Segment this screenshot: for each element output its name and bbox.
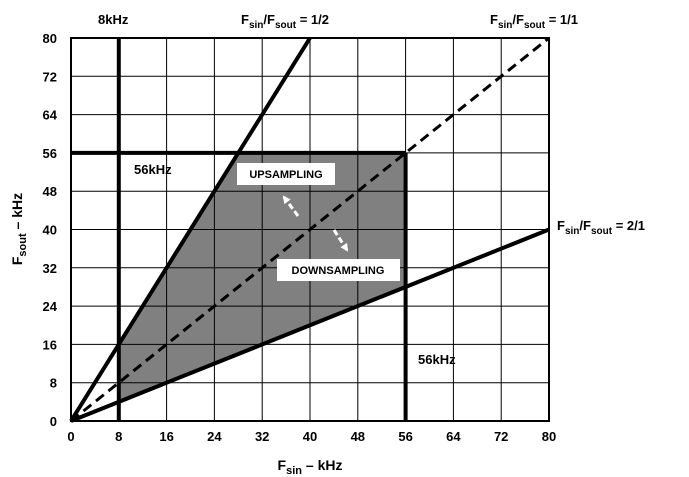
x-tick-labels: 0 8 16 24 32 40 48 56 64 72 80 [67,429,556,444]
y-tick-8: 8 [50,376,57,391]
ratio-lines [69,36,550,423]
line-ratio-one [70,36,550,423]
x-tick-48: 48 [351,429,365,444]
ratio-one-label: Fsin/Fsout = 1/1 [490,12,578,31]
y-tick-56: 56 [43,146,57,161]
x-tick-40: 40 [303,429,317,444]
upsampling-label: UPSAMPLING [249,169,322,181]
downsampling-arrow [332,229,349,252]
label-56khz-horizontal: 56kHz [134,162,172,177]
y-axis-label: Fsout – kHz [9,193,29,265]
ratio-half-label: Fsin/Fsout = 1/2 [241,12,329,31]
x-tick-24: 24 [207,429,222,444]
x-tick-64: 64 [446,429,461,444]
y-tick-labels: 0 8 16 24 32 40 48 56 64 72 80 [43,31,58,429]
plot-border [70,37,550,422]
y-tick-24: 24 [43,299,58,314]
y-tick-40: 40 [43,223,57,238]
line-ratio-half [69,36,312,423]
downsampling-label: DOWNSAMPLING [292,265,385,277]
y-tick-72: 72 [43,69,57,84]
x-tick-16: 16 [159,429,173,444]
y-tick-16: 16 [43,337,57,352]
ratio-two-label: Fsin/Fsout = 2/1 [557,218,645,237]
label-8khz-top: 8kHz [98,12,129,27]
upsampling-arrow [282,195,300,217]
x-tick-56: 56 [398,429,412,444]
downsampling-label-box [277,259,400,281]
line-ratio-two [70,227,550,423]
y-tick-48: 48 [43,184,57,199]
y-tick-64: 64 [43,108,58,123]
label-56khz-vertical: 56kHz [418,352,456,367]
upsampling-label-box [237,163,335,185]
x-tick-80: 80 [542,429,556,444]
x-tick-32: 32 [255,429,269,444]
y-tick-0: 0 [50,414,57,429]
x-axis-label: Fsin – kHz [278,457,343,477]
y-tick-32: 32 [43,261,57,276]
x-tick-8: 8 [115,429,122,444]
x-tick-72: 72 [494,429,508,444]
y-tick-80: 80 [43,31,57,46]
x-tick-0: 0 [67,429,74,444]
